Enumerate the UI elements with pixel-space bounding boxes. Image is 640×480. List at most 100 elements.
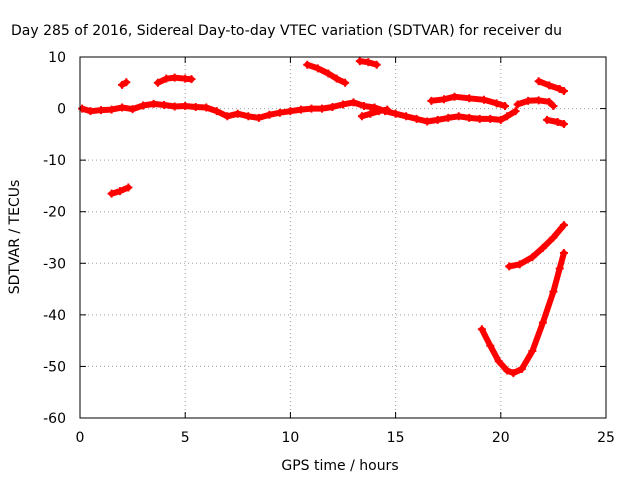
data-point — [559, 87, 568, 96]
data-point — [501, 101, 510, 110]
data-point — [265, 110, 274, 119]
data-point — [139, 101, 148, 110]
data-point — [286, 107, 295, 116]
data-point — [559, 221, 568, 230]
data-point — [538, 243, 547, 252]
data-point — [450, 92, 459, 101]
data-point — [496, 115, 505, 124]
series-trace — [506, 222, 567, 270]
data-series — [153, 73, 196, 87]
data-series — [118, 78, 131, 89]
data-series — [513, 96, 558, 110]
data-series — [477, 248, 568, 378]
data-point — [191, 103, 200, 112]
data-point — [181, 101, 190, 110]
y-tick-label: 0 — [57, 102, 66, 118]
data-point — [374, 107, 383, 116]
data-point — [494, 357, 503, 366]
data-point — [107, 189, 116, 198]
data-point — [545, 97, 554, 106]
y-tick-label: -10 — [43, 153, 66, 169]
data-series — [107, 183, 133, 198]
data-point — [324, 69, 333, 78]
data-point — [549, 233, 558, 242]
data-point — [357, 112, 366, 121]
data-point — [559, 248, 568, 257]
data-point — [212, 107, 221, 116]
data-point — [160, 100, 169, 109]
data-point — [549, 287, 558, 296]
data-point — [517, 365, 526, 374]
data-point — [553, 117, 562, 126]
data-point — [332, 74, 341, 83]
data-point — [511, 107, 520, 116]
data-point — [444, 113, 453, 122]
chart-title: Day 285 of 2016, Sidereal Day-to-day VTE… — [11, 23, 562, 39]
data-point — [477, 325, 486, 334]
data-point — [313, 64, 322, 73]
data-point — [412, 114, 421, 123]
data-point — [349, 98, 358, 107]
series-trace — [478, 250, 567, 377]
x-tick-label: 5 — [181, 430, 190, 446]
data-series — [357, 105, 392, 121]
data-point — [402, 112, 411, 121]
data-point — [341, 78, 350, 87]
data-point — [555, 264, 564, 273]
data-point — [296, 105, 305, 114]
data-point — [391, 109, 400, 118]
data-series — [427, 92, 510, 110]
data-series — [303, 60, 350, 87]
data-point — [122, 78, 131, 87]
data-point — [303, 60, 312, 69]
data-point — [538, 318, 547, 327]
data-point — [503, 366, 512, 375]
data-point — [423, 117, 432, 126]
y-tick-label: -50 — [43, 359, 66, 375]
data-point — [107, 105, 116, 114]
data-point — [78, 104, 87, 113]
data-point — [543, 115, 552, 124]
data-point — [244, 112, 253, 121]
data-series — [534, 77, 568, 96]
data-series — [543, 115, 568, 129]
data-point — [528, 253, 537, 262]
data-point — [360, 101, 369, 110]
data-point — [275, 108, 284, 117]
data-point — [202, 103, 211, 112]
data-point — [307, 104, 316, 113]
data-point — [465, 113, 474, 122]
data-point — [124, 183, 133, 192]
data-point — [187, 75, 196, 84]
data-point — [439, 95, 448, 104]
data-point — [162, 74, 171, 83]
data-point — [170, 102, 179, 111]
data-point — [328, 103, 337, 112]
data-point — [364, 58, 373, 67]
y-tick-label: -40 — [43, 308, 66, 324]
series-trace — [535, 78, 567, 94]
data-point — [555, 84, 564, 93]
data-point — [479, 95, 488, 104]
data-point — [534, 77, 543, 86]
x-tick-label: 0 — [76, 430, 85, 446]
data-point — [549, 101, 558, 110]
data-point — [366, 109, 375, 118]
data-point — [513, 100, 522, 109]
data-point — [317, 104, 326, 113]
y-tick-label: 10 — [48, 50, 66, 66]
data-series — [355, 57, 381, 69]
data-point — [433, 115, 442, 124]
x-axis-label: GPS time / hours — [281, 458, 398, 474]
data-point — [427, 96, 436, 105]
y-tick-label: -20 — [43, 205, 66, 221]
data-point — [233, 109, 242, 118]
data-point — [509, 369, 518, 378]
data-point — [505, 262, 514, 271]
data-point — [254, 113, 263, 122]
data-point — [503, 112, 512, 121]
axis-ticks: 0 5 10 15 20 25 -60 -50 -40 -30 -20 -10 0 10 — [43, 50, 615, 446]
data-point — [559, 120, 568, 129]
data-point — [524, 96, 533, 105]
